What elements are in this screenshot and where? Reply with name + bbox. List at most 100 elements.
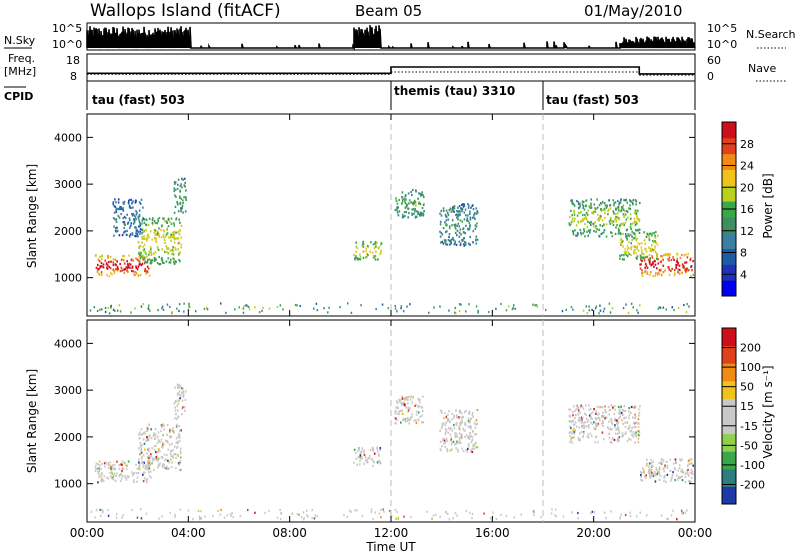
echo-cell	[469, 216, 472, 219]
echo-cell	[687, 463, 690, 466]
echo-cell	[655, 231, 657, 234]
echo-cell	[122, 467, 125, 470]
ground-echo-cell	[433, 306, 435, 309]
echo-cell	[180, 246, 183, 249]
echo-cell	[447, 431, 449, 434]
echo-cell	[150, 262, 152, 265]
echo-cell	[459, 421, 462, 424]
colorbar-swatch	[722, 468, 736, 487]
echo-cell	[146, 481, 148, 484]
echo-cell	[574, 429, 576, 432]
echo-cell	[630, 245, 633, 248]
echo-cell	[445, 421, 447, 424]
echo-cell	[644, 248, 646, 251]
ground-echo-cell	[505, 309, 508, 312]
echo-cell	[397, 214, 400, 217]
echo-cell	[448, 225, 451, 228]
ground-echo-cell	[513, 304, 515, 307]
echo-cell	[579, 205, 581, 208]
echo-cell	[401, 397, 404, 400]
echo-cell	[116, 265, 119, 268]
echo-cell	[139, 444, 142, 447]
echo-cell	[399, 409, 401, 413]
echo-cell	[632, 232, 635, 235]
echo-cell	[372, 464, 374, 467]
echo-cell	[178, 218, 180, 221]
echo-cell	[147, 267, 150, 270]
echo-cell	[469, 212, 471, 216]
echo-cell	[630, 411, 632, 414]
ground-echo-cell	[99, 308, 101, 311]
echo-cell	[636, 255, 639, 258]
ground-echo-cell	[178, 309, 180, 313]
echo-cell	[154, 239, 157, 242]
echo-cell	[662, 264, 665, 267]
echo-cell	[113, 234, 115, 237]
echo-cell	[401, 198, 404, 202]
echo-cell	[469, 421, 471, 424]
echo-cell	[146, 234, 149, 238]
echo-cell	[658, 469, 661, 472]
echo-cell	[136, 211, 138, 214]
ground-echo-cell	[108, 312, 111, 315]
echo-cell	[629, 438, 632, 441]
echo-cell	[619, 254, 621, 257]
ground-echo-cell	[188, 302, 190, 305]
echo-cell	[460, 208, 463, 211]
echo-cell	[119, 479, 122, 482]
echo-cell	[472, 241, 474, 244]
echo-cell	[473, 447, 476, 450]
echo-cell	[584, 217, 586, 220]
echo-cell	[135, 210, 137, 213]
echo-cell	[150, 261, 152, 264]
echo-cell	[184, 177, 186, 180]
echo-cell	[410, 190, 412, 194]
echo-cell	[140, 252, 142, 255]
ground-echo-cell	[179, 508, 182, 511]
echo-cell	[590, 412, 592, 415]
echo-cell	[454, 227, 457, 230]
echo-cell	[630, 217, 632, 220]
echo-cell	[135, 257, 138, 261]
echo-cell	[150, 453, 152, 456]
ground-echo-cell	[316, 515, 318, 518]
echo-cell	[459, 228, 462, 231]
ground-echo-cell	[96, 309, 99, 313]
freq-unit-label: [MHz]	[4, 65, 36, 78]
echo-cell	[119, 262, 121, 266]
echo-cell	[142, 465, 145, 468]
echo-cell	[441, 240, 444, 243]
echo-cell	[590, 198, 592, 201]
echo-cell	[643, 471, 645, 474]
echo-cell	[586, 417, 588, 420]
echo-cell	[633, 417, 636, 420]
echo-cell	[131, 214, 134, 217]
echo-cell	[612, 199, 615, 202]
echo-cell	[623, 199, 625, 202]
echo-cell	[185, 198, 187, 201]
echo-cell	[654, 263, 657, 266]
echo-cell	[156, 222, 158, 225]
echo-cell	[172, 257, 175, 260]
echo-cell	[464, 208, 467, 211]
echo-cell	[448, 209, 451, 212]
echo-cell	[685, 270, 687, 273]
echo-cell	[455, 243, 458, 246]
echo-cell	[651, 256, 654, 259]
echo-cell	[675, 265, 678, 268]
echo-cell	[617, 421, 620, 424]
echo-cell	[153, 432, 155, 435]
echo-cell	[156, 435, 159, 438]
ground-echo-cell	[465, 509, 467, 513]
echo-cell	[123, 226, 125, 230]
echo-cell	[637, 425, 640, 429]
echo-cell	[112, 475, 115, 478]
echo-cell	[573, 432, 576, 435]
echo-cell	[628, 414, 631, 417]
echo-cell	[444, 441, 447, 444]
echo-cell	[579, 406, 582, 409]
echo-cell	[170, 222, 173, 225]
echo-cell	[593, 203, 596, 206]
ground-echo-cell	[595, 305, 598, 308]
ground-echo-cell	[203, 307, 206, 310]
